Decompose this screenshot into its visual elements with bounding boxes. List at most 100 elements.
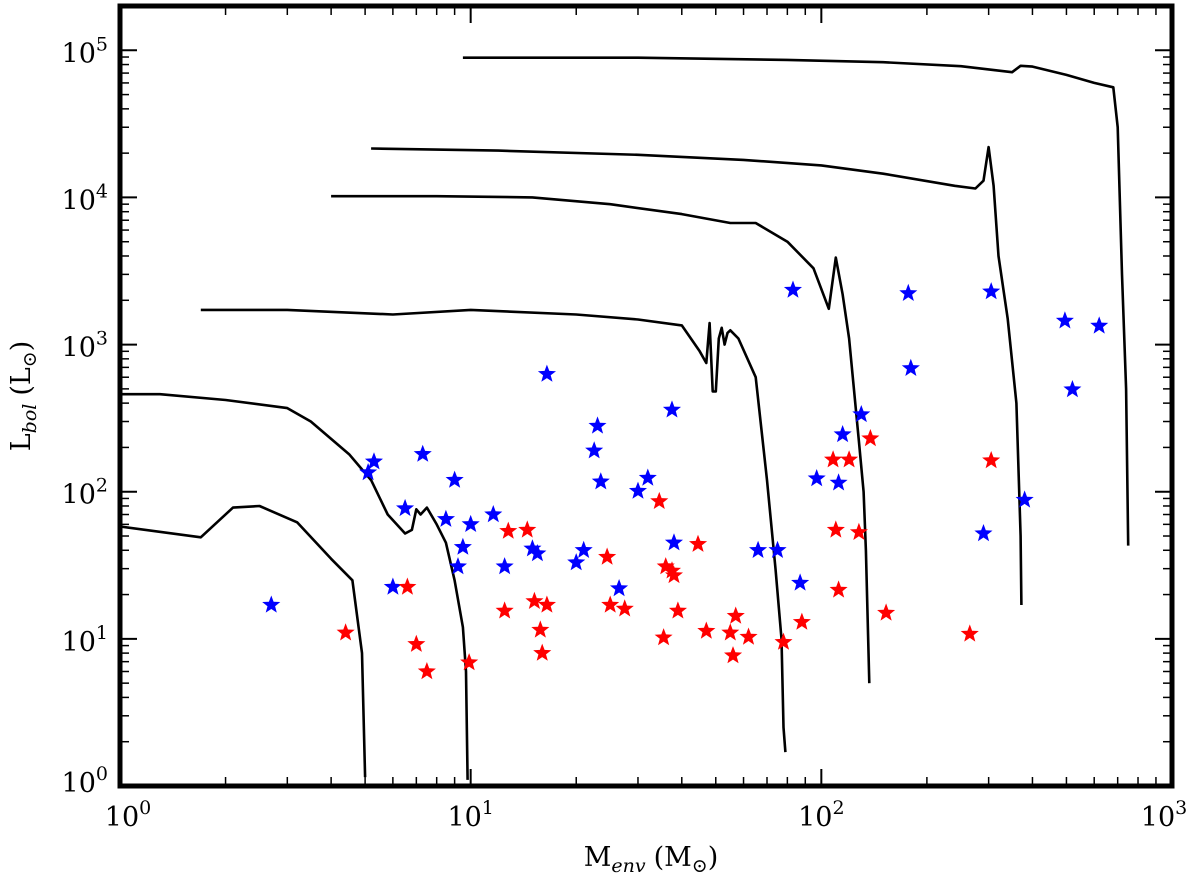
red-star (533, 643, 552, 661)
blue-star (436, 509, 455, 527)
red-star (417, 662, 436, 680)
red-star (518, 520, 537, 538)
red-star (826, 520, 845, 538)
y-axis-label-unit: (L (6, 367, 37, 396)
blue-star (768, 540, 787, 558)
red-star (829, 580, 848, 598)
y-tick-exp: 2 (96, 475, 108, 497)
red-star (537, 595, 556, 613)
track-2 (120, 392, 469, 780)
blue-star (638, 468, 657, 486)
y-tick-base: 10 (62, 768, 96, 799)
blue-star (484, 505, 503, 523)
red-star (982, 451, 1001, 469)
red-star (495, 601, 514, 619)
track-5 (371, 145, 1023, 606)
x-tick-base: 10 (798, 802, 832, 833)
blue-star (364, 452, 383, 470)
red-star (664, 565, 683, 584)
x-axis-label-main: M (584, 842, 612, 873)
red-star (601, 595, 620, 613)
blue-star (1015, 490, 1034, 508)
x-axis-label-unit-end: ) (708, 842, 719, 873)
y-tick-exp: 5 (96, 33, 108, 55)
blue-star (852, 405, 871, 423)
red-star (840, 450, 859, 468)
red-star (656, 557, 675, 575)
scatter-markers (262, 280, 1109, 680)
x-axis-label-sub: env (611, 855, 645, 877)
track-6 (462, 56, 1130, 546)
blue-star (901, 358, 920, 376)
y-axis-label-sub: bol (19, 404, 41, 434)
blue-star (359, 463, 378, 481)
red-star (598, 547, 617, 565)
blue-star (610, 579, 629, 597)
red-star (336, 623, 355, 641)
red-star (499, 521, 518, 539)
red-star (861, 429, 880, 447)
blue-star (628, 481, 647, 499)
blue-star (833, 425, 852, 443)
y-tick-exp: 1 (96, 622, 108, 644)
blue-star (413, 444, 432, 462)
blue-star (383, 577, 402, 595)
blue-star (1063, 380, 1082, 398)
y-axis-label-unit-end: ) (6, 341, 37, 352)
blue-star (495, 557, 514, 575)
red-star (877, 603, 896, 621)
blue-star (662, 400, 681, 418)
blue-star (528, 544, 547, 562)
y-tick-label: 104 (62, 180, 108, 216)
x-tick-exp: 0 (139, 797, 151, 819)
x-tick-exp: 1 (482, 797, 494, 819)
evolutionary-tracks (120, 56, 1130, 780)
red-star (689, 534, 708, 552)
y-tick-label: 101 (62, 622, 108, 658)
y-axis-label-sun-sub: ⊙ (19, 351, 41, 367)
blue-star (445, 470, 464, 488)
y-tick-exp: 4 (96, 180, 108, 202)
x-tick-exp: 2 (832, 797, 844, 819)
blue-star (749, 540, 768, 558)
plot-frame (117, 3, 1175, 789)
red-star (792, 612, 811, 630)
blue-star (982, 282, 1001, 300)
x-tick-exp: 3 (1175, 797, 1187, 819)
blue-star (262, 595, 281, 613)
blue-star (664, 533, 683, 551)
red-star (774, 632, 793, 650)
y-tick-label: 100 (62, 763, 108, 799)
red-star (849, 522, 868, 540)
red-star (960, 624, 979, 642)
blue-star (791, 573, 810, 591)
red-star (697, 621, 716, 639)
red-star (525, 591, 544, 609)
blue-star (974, 524, 993, 542)
red-star (668, 601, 687, 619)
y-tick-exp: 3 (96, 328, 108, 350)
red-star (726, 606, 745, 624)
y-tick-base: 10 (62, 185, 96, 216)
blue-star (448, 557, 467, 575)
red-star (398, 577, 417, 595)
blue-star (523, 539, 542, 557)
red-star (721, 623, 740, 641)
blue-star (567, 553, 586, 571)
y-tick-label: 102 (62, 475, 108, 511)
track-4 (331, 194, 871, 684)
y-axis-label-main: L (6, 433, 37, 451)
red-star (739, 627, 758, 645)
x-tick-label: 101 (447, 797, 493, 833)
y-axis-label: Lbol (L⊙) (6, 341, 41, 452)
blue-star (588, 416, 607, 434)
blue-star (807, 469, 826, 487)
red-star (407, 634, 426, 652)
blue-star (1090, 316, 1109, 334)
x-tick-label: 103 (1141, 797, 1187, 833)
red-star (824, 450, 843, 468)
x-tick-label: 102 (798, 797, 844, 833)
track-1 (120, 504, 367, 778)
y-tick-exp: 0 (96, 763, 108, 785)
